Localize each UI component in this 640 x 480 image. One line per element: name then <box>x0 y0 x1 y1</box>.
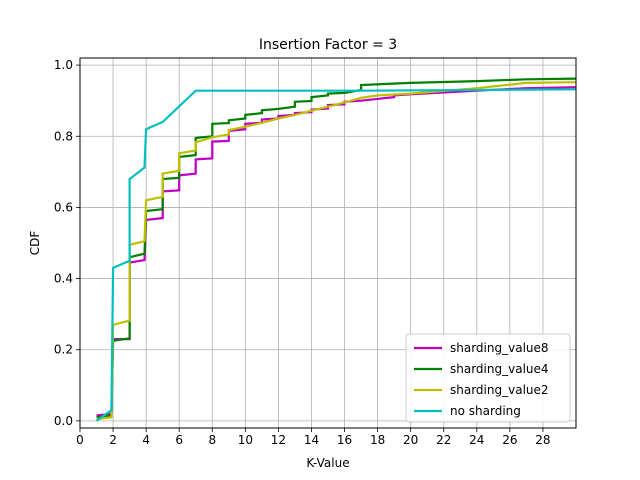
legend-label: sharding_value4 <box>450 362 549 376</box>
y-tick-label: 0.8 <box>54 129 73 143</box>
legend: sharding_value8 sharding_value4 sharding_v… <box>405 333 571 423</box>
x-tick-label: 28 <box>535 433 550 447</box>
x-tick-label: 10 <box>238 433 253 447</box>
legend-label: no sharding <box>450 404 521 418</box>
x-tick-label: 2 <box>109 433 117 447</box>
legend-label: sharding_value2 <box>450 383 549 397</box>
legend-label: sharding_value8 <box>450 341 549 355</box>
legend-box <box>405 333 571 423</box>
x-tick-label: 8 <box>208 433 216 447</box>
y-tick-label: 1.0 <box>54 58 73 72</box>
x-tick-label: 18 <box>370 433 385 447</box>
series-line-sharding-value8 <box>96 86 576 417</box>
plot-frame <box>79 57 577 429</box>
y-tick-label: 0.6 <box>54 200 73 214</box>
x-tick-label: 12 <box>271 433 286 447</box>
x-tick-label: 24 <box>469 433 484 447</box>
y-tick-label: 0.2 <box>54 343 73 357</box>
x-tick-label: 6 <box>175 433 183 447</box>
x-tick-label: 16 <box>337 433 352 447</box>
series-line-sharding-value2 <box>96 81 576 421</box>
x-axis-label: K-Value <box>306 456 349 470</box>
series-line-no-sharding <box>95 88 576 422</box>
x-tick-label: 4 <box>142 433 150 447</box>
y-tick-label: 0.4 <box>54 272 73 286</box>
series-lines <box>95 77 576 422</box>
x-tick-label: 26 <box>502 433 517 447</box>
x-tick-label: 20 <box>403 433 418 447</box>
axis-ticks: 0 2 4 6 8 10 12 14 16 18 20 22 24 26 280.00.20.40.60.8… <box>54 58 551 447</box>
chart-title: Insertion Factor = 3 <box>259 37 397 53</box>
x-tick-label: 14 <box>304 433 319 447</box>
x-tick-label: 0 <box>76 433 84 447</box>
y-tick-label: 0.0 <box>54 414 73 428</box>
x-tick-label: 22 <box>436 433 451 447</box>
y-axis-label: CDF <box>28 231 42 256</box>
